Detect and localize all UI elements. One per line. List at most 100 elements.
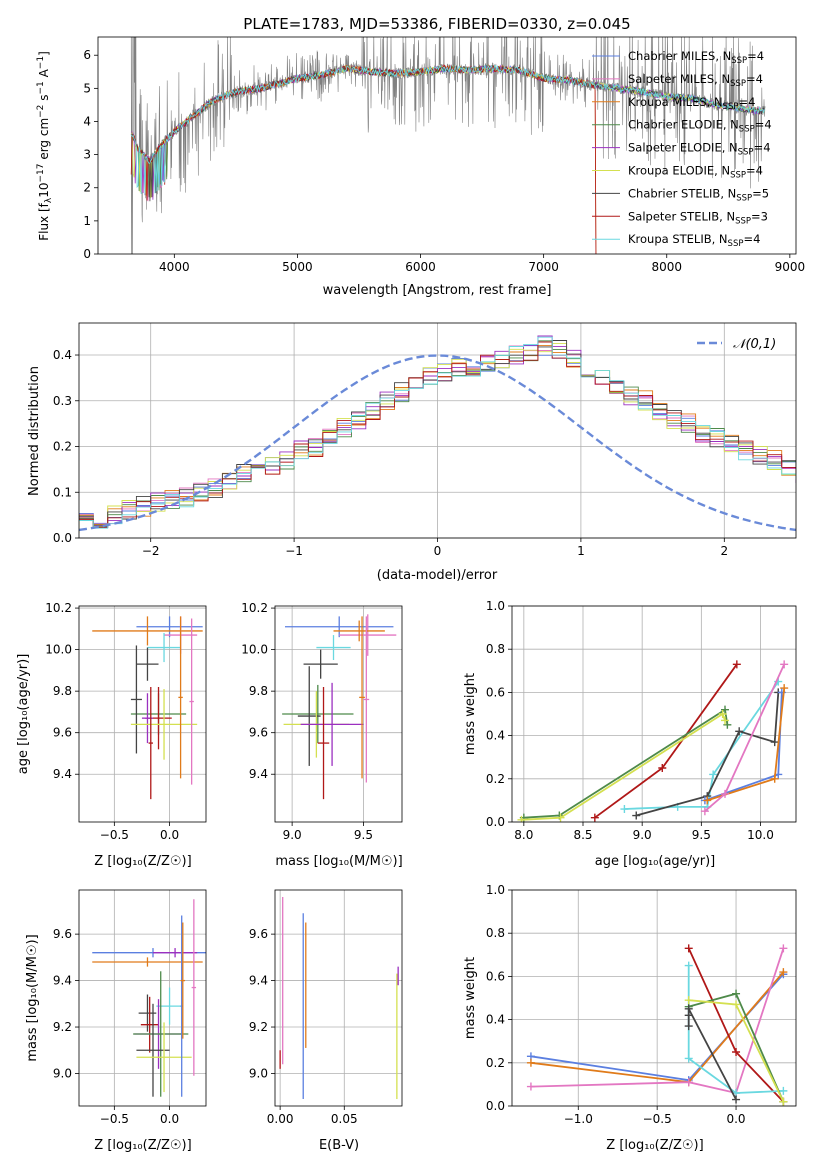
x-tick-label: −1.0 <box>564 1112 593 1126</box>
y-tick-label: 9.6 <box>249 726 268 740</box>
legend-label: Kroupa MILES, NSSP=4 <box>628 95 755 112</box>
x-tick-label: 8000 <box>651 260 682 274</box>
legend-label: Salpeter MILES, NSSP=4 <box>628 72 763 89</box>
weight-point-marker <box>732 1000 741 1009</box>
y-tick-label: 5 <box>83 81 91 95</box>
plot-area <box>526 944 788 1106</box>
age-weight-panel: 8.0 8.5 9.0 9.5 10.0 0.0 0.2 0.4 0.6 0.8 1.0 <box>486 599 797 842</box>
legend-sub: SSP <box>739 125 755 135</box>
legend-sub: SSP <box>735 216 751 226</box>
y-tick-label: 0.0 <box>486 1099 505 1113</box>
legend-text: Kroupa STELIB, N <box>628 232 728 246</box>
y-tick-label: 6 <box>83 48 91 62</box>
x-tick-label: 9.0 <box>283 828 302 842</box>
model-spectrum <box>130 64 765 194</box>
y-tick-label: 0.1 <box>53 485 72 499</box>
legend-tail: =4 <box>754 141 771 155</box>
weight-point-marker <box>721 716 729 725</box>
mass-age-panel: 9.0 9.5 9.4 9.6 9.8 10.0 10.2 <box>241 601 403 842</box>
y-tick-label: 10.0 <box>45 643 72 657</box>
legend-tail: =4 <box>747 49 764 63</box>
legend-sub: SSP <box>728 239 744 249</box>
x-tick-label: 10.0 <box>747 828 774 842</box>
axes-frame <box>274 889 403 1107</box>
y-tick-label: 1.0 <box>486 599 505 613</box>
x-tick-label: −2 <box>142 544 160 558</box>
x-tick-label: 7000 <box>528 260 559 274</box>
figure-title: PLATE=1783, MJD=53386, FIBERID=0330, z=0… <box>243 15 630 33</box>
legend-label: Kroupa ELODIE, NSSP=4 <box>628 164 763 181</box>
spectrum-panel: 4000 5000 6000 7000 8000 9000 0 1 2 3 4 5 6 <box>83 36 805 274</box>
y-tick-label: 9.4 <box>249 974 268 988</box>
legend-tail: =5 <box>752 186 769 200</box>
weight-series-line <box>530 948 785 1095</box>
x-tick-label: 0.0 <box>726 1112 745 1126</box>
y-tick-label: 10.2 <box>45 601 72 615</box>
y-tick-label: 0.2 <box>486 1056 505 1070</box>
x-tick-label: 1 <box>577 544 585 558</box>
axes-frame <box>78 889 207 1107</box>
x-tick-label: 9.5 <box>354 828 373 842</box>
weight-series-line <box>687 1008 737 1100</box>
y-tick-label: 2 <box>83 181 91 195</box>
weight-point-marker <box>632 811 641 820</box>
z-age-ylabel: age [log₁₀(age/yr)] <box>16 654 31 775</box>
legend-text: Salpeter STELIB, N <box>628 209 735 223</box>
y-tick-label: 1.0 <box>486 883 505 897</box>
y-tick-label: 9.2 <box>249 1020 268 1034</box>
z-mass-ylabel: mass [log₁₀(M/M☉)] <box>25 934 40 1061</box>
legend-text: Kroupa MILES, N <box>628 95 723 109</box>
plot-area <box>92 899 206 1097</box>
model-spectrum <box>130 64 597 254</box>
plot-area <box>517 660 789 822</box>
y-tick-label: 0 <box>83 247 91 261</box>
weight-point-marker <box>732 1048 741 1056</box>
legend-text: Chabrier MILES, N <box>628 49 731 63</box>
legend-sub: SSP <box>738 148 754 158</box>
x-tick-label: 0.0 <box>160 1112 179 1126</box>
weight-point-marker <box>620 805 629 814</box>
weight-point-marker <box>658 764 667 772</box>
y-tick-label: 4 <box>83 114 91 128</box>
weight-point-marker <box>684 1078 693 1087</box>
axes-frame <box>511 889 797 1107</box>
z-mass-panel: −0.5 0.0 9.0 9.2 9.4 9.6 <box>53 889 207 1126</box>
z-mass-xlabel: Z [log₁₀(Z/Z☉)] <box>94 1138 191 1153</box>
spectrum-ylabel: Flux [fλ10−17 erg cm−2 s−1 A−1] <box>36 51 54 241</box>
residual-histogram <box>79 345 796 524</box>
x-tick-label: 0.00 <box>267 1112 294 1126</box>
ebv-mass-xlabel: E(B-V) <box>319 1138 359 1153</box>
weight-series-line <box>594 663 738 819</box>
x-tick-label: 9.0 <box>633 828 652 842</box>
plot-area <box>79 335 796 533</box>
legend-label: Salpeter STELIB, NSSP=3 <box>628 209 768 226</box>
axes-frame <box>274 605 403 823</box>
weight-series-line <box>707 688 786 802</box>
legend-text: Chabrier ELODIE, N <box>628 118 739 132</box>
weight-point-marker <box>556 813 565 822</box>
weight-point-marker <box>718 710 727 718</box>
weight-point-marker <box>684 1022 693 1031</box>
z-weight-xlabel: Z [log₁₀(Z/Z☉)] <box>606 1138 703 1153</box>
y-tick-label: 10.0 <box>241 643 268 657</box>
y-tick-label: 0.4 <box>53 348 72 362</box>
y-tick-label: 0.0 <box>486 815 505 829</box>
y-tick-label: 9.0 <box>53 1066 72 1080</box>
x-tick-label: −0.5 <box>643 1112 672 1126</box>
legend-label: Chabrier STELIB, NSSP=5 <box>628 186 769 203</box>
legend-tail: =4 <box>755 118 772 132</box>
weight-point-marker <box>732 1095 741 1104</box>
weight-point-marker <box>770 738 779 747</box>
z-age-xlabel: Z [log₁₀(Z/Z☉)] <box>94 854 191 869</box>
weight-point-marker <box>723 720 732 729</box>
legend-sub: SSP <box>730 79 746 89</box>
weight-point-marker <box>700 807 709 816</box>
ebv-mass-panel: 0.00 0.05 9.0 9.2 9.4 9.6 <box>249 889 403 1126</box>
x-tick-label: 9.5 <box>692 828 711 842</box>
axes-frame <box>78 322 797 539</box>
y-tick-label: 9.2 <box>53 1020 72 1034</box>
z-weight-panel: −1.0 −0.5 0.0 0.0 0.2 0.4 0.6 0.8 1.0 <box>486 883 797 1126</box>
y-tick-label: 0.4 <box>486 729 505 743</box>
